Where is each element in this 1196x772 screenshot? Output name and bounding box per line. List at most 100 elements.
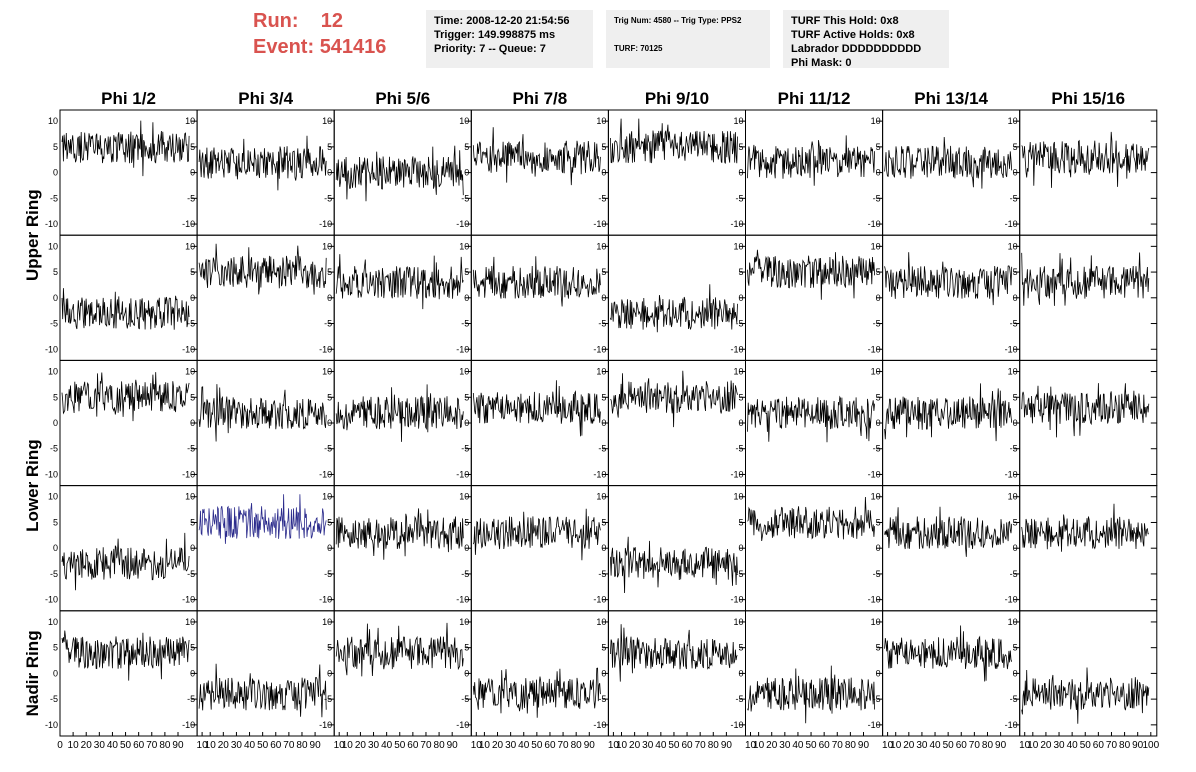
y-tick-label: 0 <box>53 293 58 303</box>
waveform-panel: -10 -5 0 5 10 <box>319 234 472 361</box>
y-tick-label: 10 <box>322 241 332 251</box>
x-tick-label: 30 <box>368 740 380 751</box>
x-tick-label: 30 <box>94 740 106 751</box>
y-tick-label: 10 <box>459 241 469 251</box>
y-tick-label: -10 <box>868 344 881 354</box>
waveform-panel: -10 -5 0 5 10 <box>593 234 747 361</box>
waveform-trace <box>472 127 601 186</box>
y-tick-label: 10 <box>1008 492 1018 502</box>
y-tick-label: 10 <box>322 116 332 126</box>
x-tick-label: 10 <box>608 740 620 751</box>
x-tick-label: 70 <box>832 740 844 751</box>
y-tick-label: 0 <box>876 293 881 303</box>
y-tick-label: 5 <box>738 643 743 653</box>
panel-frame <box>333 359 472 487</box>
waveform-panel: -10 -5 0 5 10 <box>730 485 884 612</box>
y-tick-label: 10 <box>596 617 606 627</box>
y-tick-label: -10 <box>868 720 881 730</box>
x-tick-label: 20 <box>629 740 641 751</box>
y-tick-label: 0 <box>190 543 195 553</box>
waveform-trace <box>335 508 464 560</box>
y-tick-label: -10 <box>456 219 469 229</box>
x-tick-label: 80 <box>1119 740 1131 751</box>
y-tick-label: 10 <box>185 241 195 251</box>
x-tick-label: 50 <box>120 740 132 751</box>
waveform-panel: -10 -5 0 5 10 <box>456 359 609 487</box>
panel-frame <box>333 610 472 737</box>
y-tick-label: 0 <box>190 293 195 303</box>
waveform-panel: -10 -5 0 5 10 <box>1005 359 1158 487</box>
panel-frame <box>196 485 335 612</box>
y-tick-label: -5 <box>187 319 195 329</box>
waveform-panel: -10 -5 0 5 10 <box>593 109 747 236</box>
y-tick-label: -10 <box>868 469 881 479</box>
y-tick-label: -10 <box>730 595 743 605</box>
waveform-trace <box>472 667 601 718</box>
x-tick-label: 30 <box>231 740 243 751</box>
x-tick-label: 70 <box>1106 740 1118 751</box>
y-tick-label: 10 <box>48 492 58 502</box>
panel-frame <box>607 610 747 737</box>
y-tick-label: -5 <box>1010 193 1018 203</box>
y-tick-label: 10 <box>871 617 881 627</box>
y-tick-label: 5 <box>738 142 743 152</box>
y-tick-label: 10 <box>48 367 58 377</box>
y-tick-label: 10 <box>459 492 469 502</box>
waveform-trace <box>747 496 875 542</box>
panel-frame <box>196 234 335 361</box>
waveform-panel: -10 -5 0 5 10 <box>868 610 1021 737</box>
x-tick-label: 20 <box>766 740 778 751</box>
waveform-panel: -10 -5 0 5 10 <box>319 485 472 612</box>
waveform-trace <box>1021 503 1149 552</box>
panel-frame <box>470 359 609 487</box>
y-tick-label: -5 <box>187 444 195 454</box>
y-tick-label: 5 <box>327 643 332 653</box>
waveform-panel: -10 -5 0 5 10 <box>45 359 198 487</box>
y-tick-label: -10 <box>730 720 743 730</box>
column-header: Phi 11/12 <box>778 89 851 108</box>
y-tick-label: -5 <box>735 569 743 579</box>
waveform-trace <box>884 136 1013 189</box>
x-tick-label: 60 <box>544 740 556 751</box>
y-tick-label: 0 <box>601 543 606 553</box>
panel-frame <box>1019 109 1158 236</box>
y-tick-label: -10 <box>182 469 195 479</box>
trig-info-box: Trig Num: 4580 -- Trig Type: PPS2 TURF: … <box>606 10 770 68</box>
x-tick-label: 0 <box>57 740 63 751</box>
y-tick-label: 5 <box>327 517 332 527</box>
y-tick-label: 10 <box>185 617 195 627</box>
panel-frame <box>607 359 747 487</box>
y-tick-label: 0 <box>53 543 58 553</box>
y-tick-label: 5 <box>738 392 743 402</box>
y-tick-label: -10 <box>45 595 58 605</box>
panel-frame <box>333 234 472 361</box>
y-tick-label: 0 <box>327 418 332 428</box>
waveform-panel: -10 -5 0 5 10 <box>319 359 472 487</box>
y-tick-label: 0 <box>738 168 743 178</box>
y-tick-label: -10 <box>593 469 606 479</box>
x-tick-label: 70 <box>969 740 981 751</box>
run-value: 12 <box>320 10 344 32</box>
y-tick-label: -5 <box>461 193 469 203</box>
y-tick-label: -5 <box>461 444 469 454</box>
waveform-panel: -10 -5 0 5 10 <box>868 109 1021 236</box>
waveform-trace <box>1021 383 1150 438</box>
y-tick-label: -5 <box>50 694 58 704</box>
x-tick-label: 80 <box>982 740 994 751</box>
y-tick-label: -10 <box>456 720 469 730</box>
y-tick-label: -5 <box>1010 319 1018 329</box>
x-tick-label: 60 <box>270 740 282 751</box>
waveform-panel: -10 -5 0 5 10 <box>182 234 335 361</box>
y-tick-label: -10 <box>730 219 743 229</box>
y-tick-label: 5 <box>190 517 195 527</box>
y-tick-label: -10 <box>182 344 195 354</box>
x-tick-label: 60 <box>681 740 693 751</box>
x-tick-label: 50 <box>668 740 680 751</box>
y-tick-label: 0 <box>601 668 606 678</box>
y-tick-label: 10 <box>48 116 58 126</box>
y-tick-label: 0 <box>876 543 881 553</box>
x-tick-label: 60 <box>956 740 968 751</box>
panel-frame <box>1019 234 1158 361</box>
y-tick-label: 0 <box>327 668 332 678</box>
x-tick-label: 20 <box>81 740 93 751</box>
